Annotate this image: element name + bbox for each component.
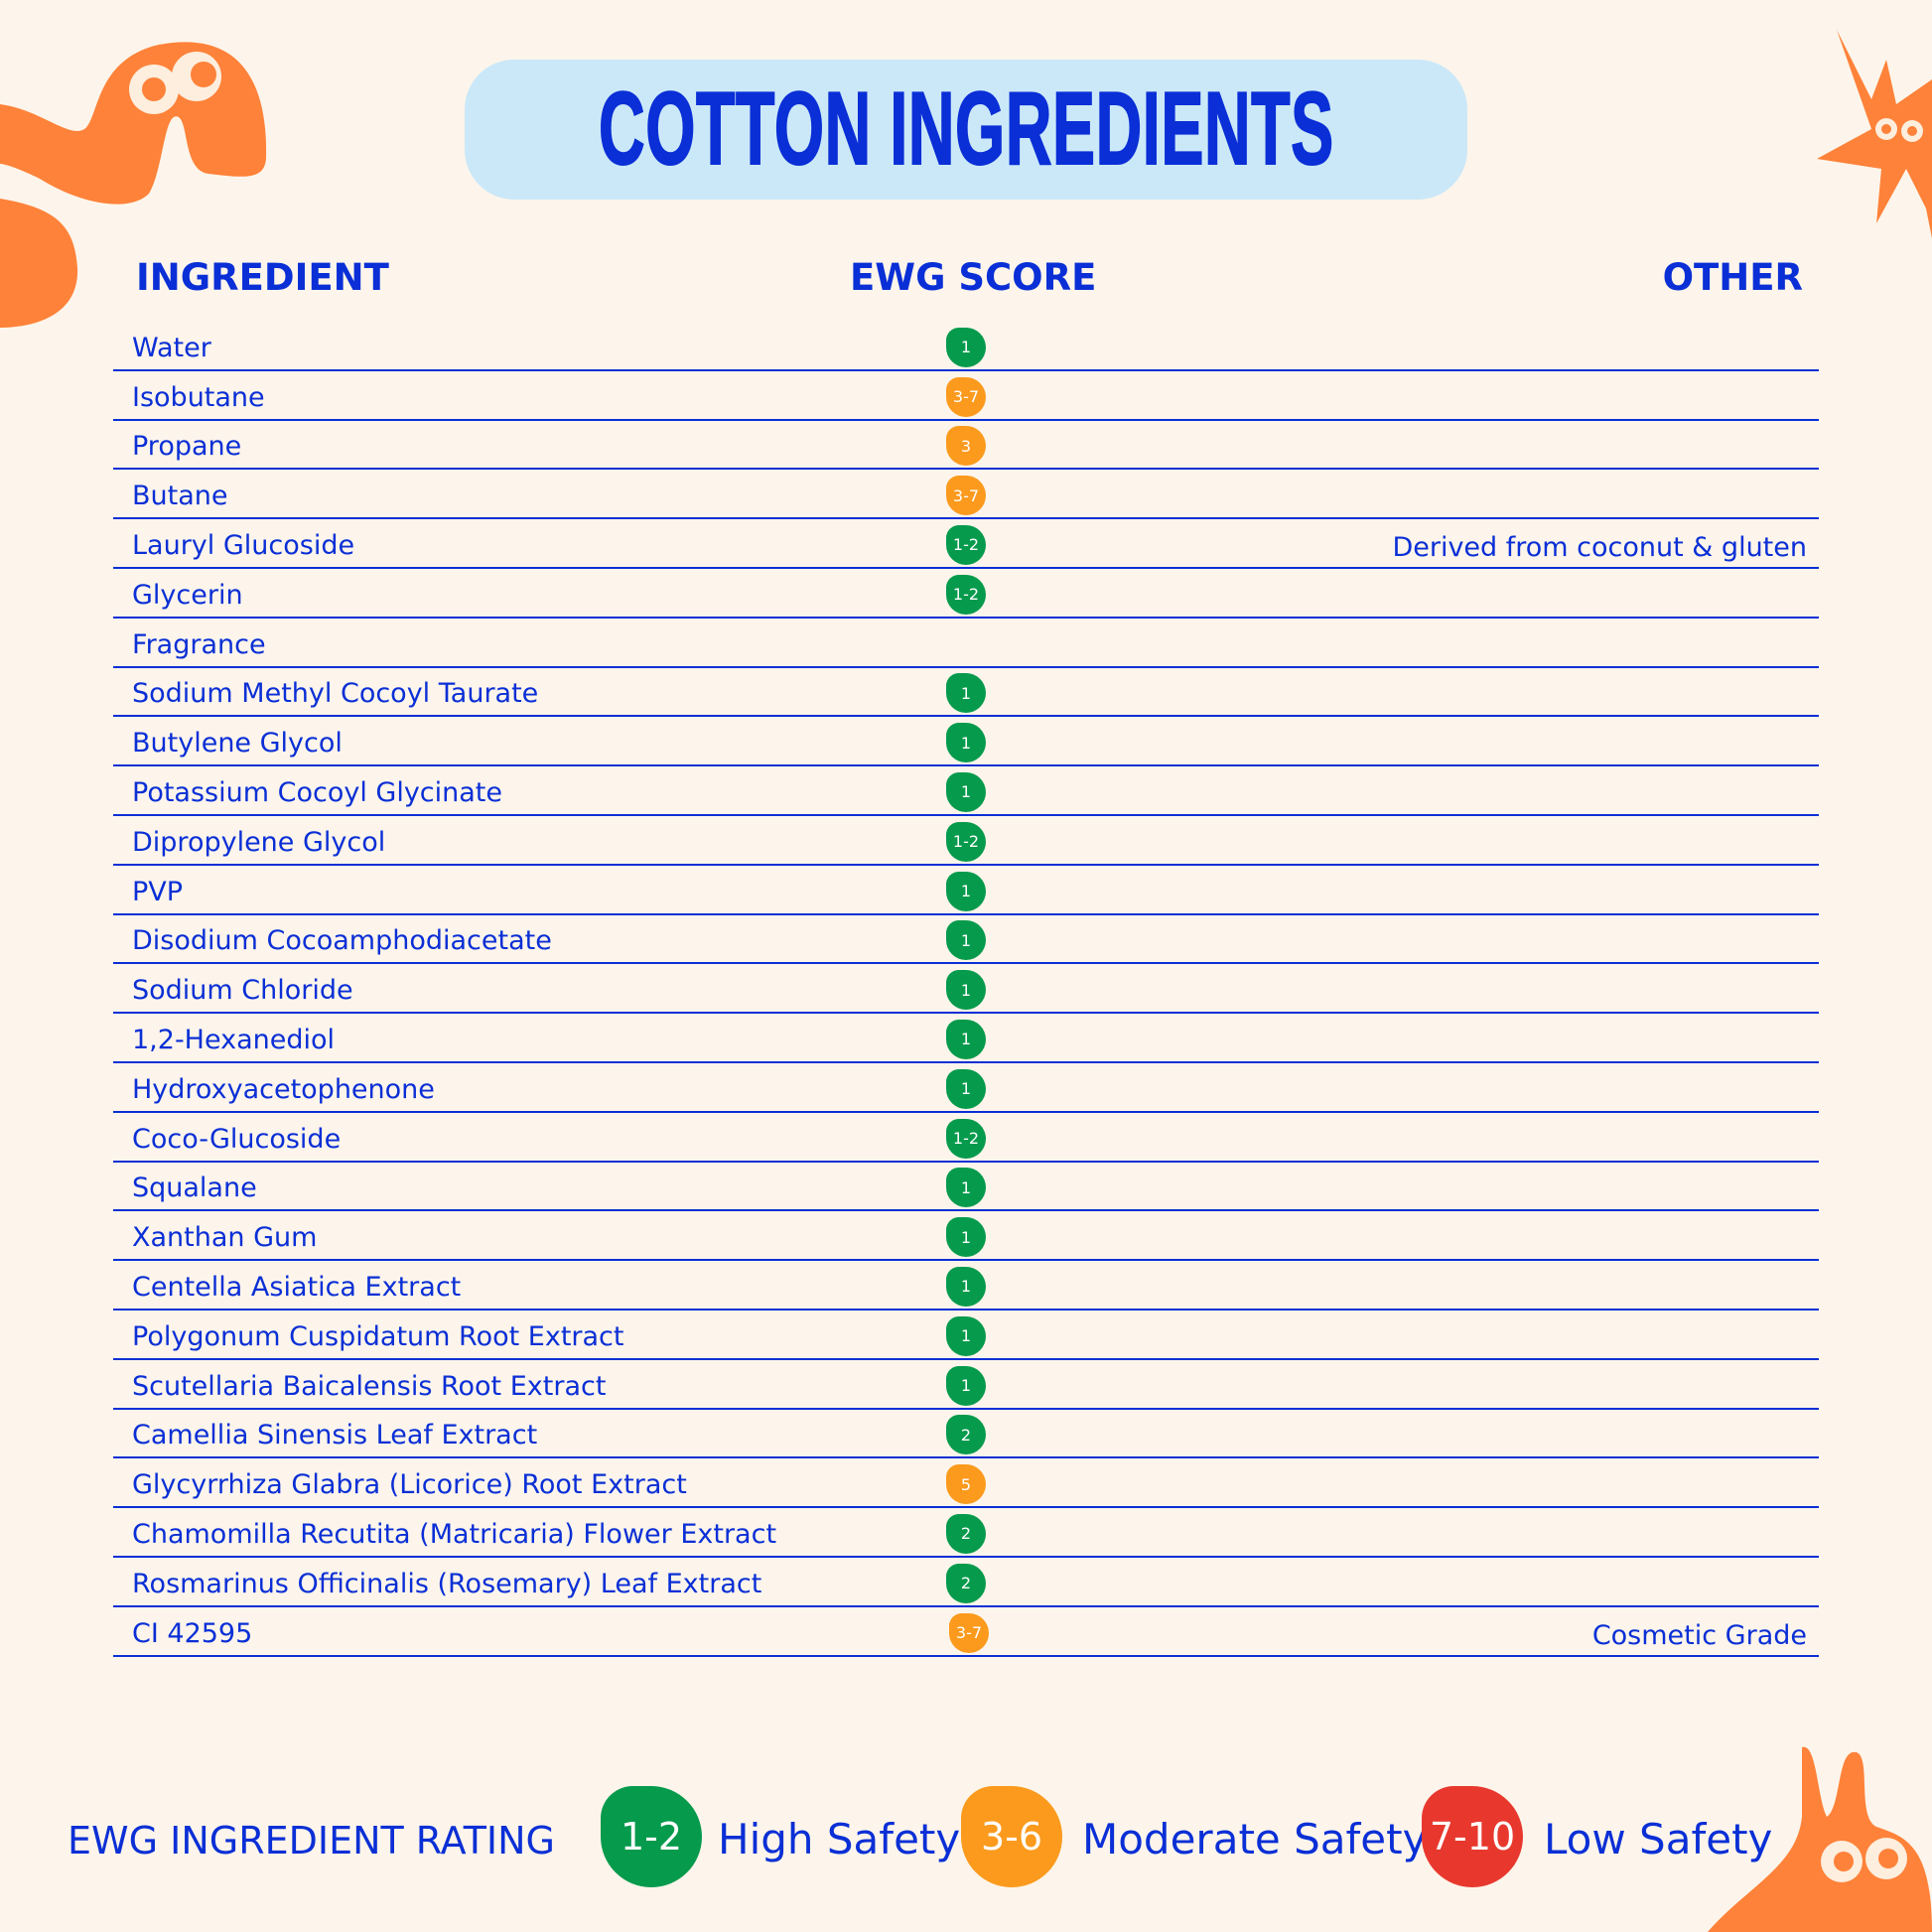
ingredient-table: Water 1 Isobutane 3-7 Propane 3 Butane 3-7 Laury…: [113, 322, 1819, 1657]
ingredient-name: Water: [132, 332, 211, 363]
ewg-score-badge: 1: [946, 871, 986, 911]
table-row: Squalane 1: [113, 1163, 1819, 1212]
header-ewg-score: EWG SCORE: [850, 256, 1097, 299]
table-row: Hydroxyacetophenone 1: [113, 1063, 1819, 1113]
ewg-score-badge: 1: [946, 327, 986, 367]
table-row: Potassium Cocoyl Glycinate 1: [113, 766, 1819, 816]
ingredient-name: Hydroxyacetophenone: [132, 1073, 435, 1105]
ewg-score-badge: 1: [946, 723, 986, 763]
ingredient-name: Isobutane: [132, 381, 265, 413]
ewg-score-badge: 1: [946, 1068, 986, 1109]
table-row: Water 1: [113, 322, 1819, 371]
ingredient-name: Propane: [132, 431, 242, 463]
ingredient-name: Sodium Methyl Cocoyl Taurate: [132, 678, 539, 710]
ewg-score-badge: 1: [946, 920, 986, 961]
ingredient-name: Dipropylene Glycol: [132, 826, 386, 858]
ewg-score-badge: 1: [946, 1266, 986, 1307]
ingredient-name: Butylene Glycol: [132, 728, 343, 759]
other-note: Cosmetic Grade: [1591, 1619, 1807, 1651]
ewg-score-badge: 1: [946, 771, 986, 812]
orange-starfish-top-right: [1817, 30, 1932, 238]
table-row: Sodium Chloride 1: [113, 964, 1819, 1015]
ewg-legend: EWG INGREDIENT RATING 1-2 High Safety 3-6 M…: [0, 1785, 1932, 1889]
ewg-score-badge: 2: [946, 1563, 986, 1603]
ingredient-name: Fragrance: [132, 628, 266, 660]
table-row: Rosmarinus Officinalis (Rosemary) Leaf E…: [113, 1558, 1819, 1607]
ewg-score-badge: 1: [946, 1365, 986, 1406]
table-row: 1,2-Hexanediol 1: [113, 1014, 1819, 1063]
table-row: Camellia Sinensis Leaf Extract 2: [113, 1410, 1819, 1459]
table-row: Coco-Glucoside 1-2: [113, 1113, 1819, 1163]
ewg-score-badge: 1-2: [946, 1118, 986, 1159]
ingredient-name: Sodium Chloride: [132, 975, 353, 1007]
legend-label-low: Low Safety: [1544, 1815, 1773, 1863]
ingredient-name: Glycyrrhiza Glabra (Licorice) Root Extra…: [132, 1469, 687, 1501]
ewg-score-badge: 3-7: [946, 476, 986, 516]
ingredient-name: Lauryl Glucoside: [132, 529, 355, 561]
orange-creature-top-left: [0, 42, 267, 328]
page-title: COTTON INGREDIENTS: [598, 70, 1334, 188]
table-row: CI 42595 3-7 Cosmetic Grade: [113, 1607, 1819, 1657]
legend-label-high: High Safety: [718, 1815, 961, 1863]
ewg-score-badge: 1: [946, 673, 986, 714]
ingredient-name: Chamomilla Recutita (Matricaria) Flower …: [132, 1518, 777, 1550]
legend-label-moderate: Moderate Safety: [1082, 1815, 1428, 1863]
table-row: Disodium Cocoamphodiacetate 1: [113, 915, 1819, 965]
table-row: PVP 1: [113, 866, 1819, 915]
ewg-score-badge: 1-2: [946, 574, 986, 615]
ewg-score-badge: 1-2: [946, 821, 986, 862]
ingredient-name: Disodium Cocoamphodiacetate: [132, 925, 552, 957]
ingredient-name: Scutellaria Baicalensis Root Extract: [132, 1370, 607, 1402]
table-row: Glycerin 1-2: [113, 569, 1819, 619]
table-row: Dipropylene Glycol 1-2: [113, 816, 1819, 866]
table-row: Glycyrrhiza Glabra (Licorice) Root Extra…: [113, 1458, 1819, 1509]
table-row: Sodium Methyl Cocoyl Taurate 1: [113, 668, 1819, 718]
legend-badge-high: 1-2: [601, 1786, 702, 1887]
ewg-score-badge: 2: [946, 1415, 986, 1455]
ewg-score-badge: 1: [946, 1168, 986, 1208]
ingredient-name: PVP: [132, 876, 184, 907]
legend-badge-moderate: 3-6: [961, 1786, 1062, 1887]
ewg-score-badge: 1-2: [946, 524, 986, 565]
ewg-score-badge: 1: [946, 970, 986, 1011]
table-row: Scutellaria Baicalensis Root Extract 1: [113, 1360, 1819, 1410]
ingredient-name: Glycerin: [132, 579, 243, 611]
ingredient-name: CI 42595: [132, 1617, 253, 1649]
table-row: Lauryl Glucoside 1-2 Derived from coconut …: [113, 519, 1819, 569]
ingredient-name: Camellia Sinensis Leaf Extract: [132, 1420, 538, 1451]
ingredient-name: Coco-Glucoside: [132, 1123, 342, 1155]
ingredient-name: Potassium Cocoyl Glycinate: [132, 776, 503, 808]
ingredient-name: 1,2-Hexanediol: [132, 1024, 336, 1055]
table-row: Isobutane 3-7: [113, 371, 1819, 421]
table-row: Xanthan Gum 1: [113, 1211, 1819, 1262]
header-other: OTHER: [1662, 256, 1803, 299]
legend-badge-low: 7-10: [1422, 1786, 1523, 1887]
ingredient-name: Xanthan Gum: [132, 1222, 318, 1254]
other-note: Derived from coconut & gluten: [1392, 531, 1807, 563]
ingredient-name: Butane: [132, 481, 228, 512]
ingredient-name: Rosmarinus Officinalis (Rosemary) Leaf E…: [132, 1568, 762, 1599]
ingredient-name: Squalane: [132, 1173, 257, 1204]
legend-title: EWG INGREDIENT RATING: [68, 1819, 555, 1863]
ewg-score-badge: 3: [946, 426, 986, 467]
ewg-score-badge: 1: [946, 1019, 986, 1059]
ewg-score-badge: 2: [946, 1513, 986, 1554]
table-row: Polygonum Cuspidatum Root Extract 1: [113, 1311, 1819, 1360]
table-row: Centella Asiatica Extract 1: [113, 1261, 1819, 1311]
ingredient-name: Centella Asiatica Extract: [132, 1271, 462, 1303]
ewg-score-badge: 1: [946, 1217, 986, 1258]
ewg-score-badge: 1: [946, 1315, 986, 1356]
ewg-score-badge: 3-7: [949, 1612, 989, 1653]
table-row: Butylene Glycol 1: [113, 717, 1819, 767]
table-row: Chamomilla Recutita (Matricaria) Flower …: [113, 1508, 1819, 1558]
title-banner: COTTON INGREDIENTS: [465, 60, 1467, 200]
table-row: Propane 3: [113, 421, 1819, 471]
ingredient-name: Polygonum Cuspidatum Root Extract: [132, 1320, 624, 1352]
ewg-score-badge: 3-7: [946, 376, 986, 417]
orange-creature-bottom-right: [1708, 1746, 1932, 1932]
header-ingredient: INGREDIENT: [136, 256, 389, 299]
table-row: Fragrance: [113, 619, 1819, 668]
table-row: Butane 3-7: [113, 470, 1819, 520]
ewg-score-badge: 5: [946, 1464, 986, 1505]
